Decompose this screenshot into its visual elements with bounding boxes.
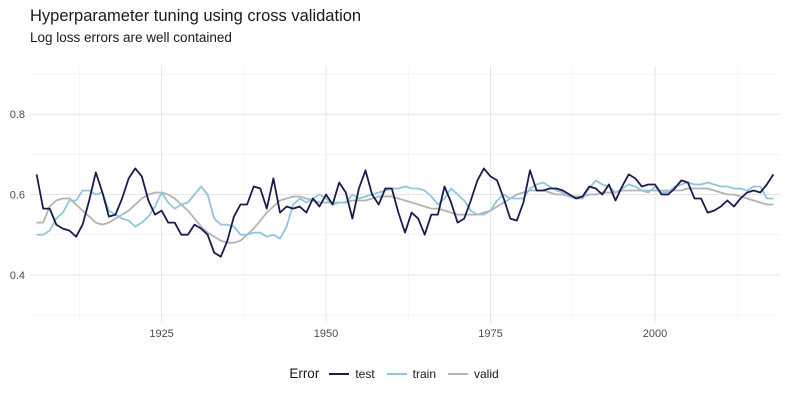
chart-title: Hyperparameter tuning using cross valida…	[30, 7, 362, 25]
x-tick-label: 1975	[478, 328, 502, 340]
legend-label-train: train	[412, 366, 436, 381]
legend: Error test train valid	[0, 366, 800, 381]
y-tick-label: 0.8	[10, 109, 25, 121]
grid	[30, 66, 780, 323]
legend-item-train: train	[386, 366, 436, 381]
legend-key-train	[386, 372, 407, 375]
legend-key-valid	[448, 372, 468, 375]
legend-label-test: test	[355, 366, 375, 381]
legend-label-valid: valid	[474, 366, 499, 381]
y-axis-labels: 0.4 0.6 0.8	[10, 109, 25, 282]
legend-item-valid: valid	[448, 367, 499, 381]
series-line-train	[36, 179, 774, 240]
x-tick-label: 1925	[149, 328, 173, 340]
legend-key-test	[329, 372, 350, 375]
series-lines	[35, 167, 775, 258]
chart-subtitle: Log loss errors are well contained	[30, 30, 232, 45]
x-axis-labels: 1925 1950 1975 2000	[149, 328, 667, 340]
x-tick-label: 1950	[314, 328, 338, 340]
y-tick-label: 0.6	[10, 190, 25, 202]
legend-title: Error	[289, 366, 320, 381]
y-tick-label: 0.4	[10, 270, 25, 282]
legend-item-test: test	[329, 366, 375, 381]
x-tick-label: 2000	[643, 328, 667, 340]
series-line-test	[35, 167, 775, 258]
